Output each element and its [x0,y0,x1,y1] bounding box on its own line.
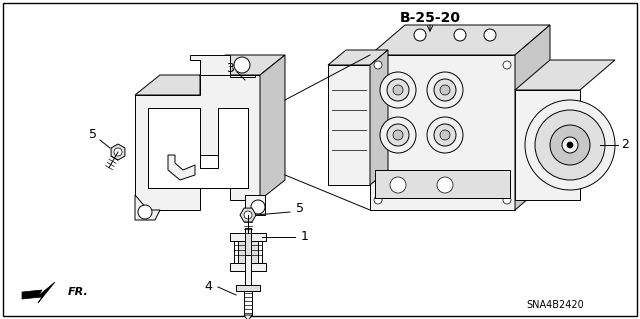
Circle shape [437,177,453,193]
Bar [236,285,260,291]
Text: FR.: FR. [68,287,89,297]
Polygon shape [370,25,550,55]
Polygon shape [515,60,615,90]
Text: B-25-20: B-25-20 [399,11,461,25]
Bar [230,263,266,271]
Text: 2: 2 [621,138,629,152]
Text: 5: 5 [89,129,97,142]
Circle shape [244,211,252,219]
Bar [244,291,252,315]
Text: 5: 5 [296,202,304,214]
Bar [230,233,266,241]
Circle shape [234,57,250,73]
Circle shape [427,117,463,153]
Circle shape [550,125,590,165]
Bar [515,90,580,200]
Circle shape [484,29,496,41]
Circle shape [427,72,463,108]
Circle shape [434,124,456,146]
Polygon shape [135,75,260,210]
Circle shape [138,205,152,219]
Bar [328,65,370,185]
Circle shape [114,148,122,156]
Circle shape [535,110,605,180]
Polygon shape [260,55,285,200]
Circle shape [562,137,578,153]
Polygon shape [111,144,125,160]
Circle shape [503,196,511,204]
Circle shape [440,85,450,95]
Text: 4: 4 [204,280,212,293]
Bar [234,241,262,263]
Circle shape [251,200,265,214]
Circle shape [440,130,450,140]
Circle shape [393,85,403,95]
Circle shape [387,79,409,101]
Polygon shape [240,208,256,222]
Circle shape [525,100,615,190]
Circle shape [414,29,426,41]
Polygon shape [328,50,388,65]
Circle shape [380,72,416,108]
Polygon shape [190,55,255,77]
Polygon shape [168,155,195,180]
Circle shape [393,130,403,140]
Circle shape [387,124,409,146]
Polygon shape [22,282,55,303]
Circle shape [374,61,382,69]
Circle shape [434,79,456,101]
Bar [238,241,258,263]
Bar [370,55,515,210]
Polygon shape [148,108,248,188]
Circle shape [380,117,416,153]
Text: SNA4B2420: SNA4B2420 [526,300,584,310]
Circle shape [374,196,382,204]
Polygon shape [515,25,550,210]
Polygon shape [135,55,285,95]
Polygon shape [135,195,160,220]
Text: 1: 1 [301,231,309,243]
Polygon shape [244,315,252,319]
Polygon shape [245,195,265,215]
Circle shape [567,142,573,148]
Bar [245,255,251,285]
Bar [375,170,510,198]
Circle shape [503,61,511,69]
Circle shape [390,177,406,193]
Bar [245,228,251,273]
Circle shape [454,29,466,41]
Polygon shape [370,50,388,185]
Text: 3: 3 [226,62,234,75]
